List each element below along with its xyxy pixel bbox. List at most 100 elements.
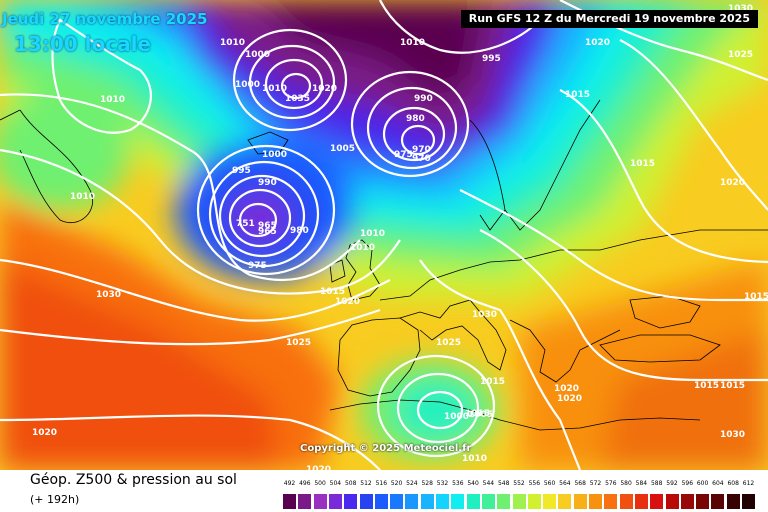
legend-swatch [527,494,541,509]
legend-tick-label: 556 [528,480,541,487]
run-info-banner: Run GFS 12 Z du Mercredi 19 novembre 202… [460,10,758,28]
isobar-pressure-label: 1025 [286,338,311,348]
legend-swatch [680,494,694,509]
weather-map: 1010 1000 1000 1010 1035 1020 1010 1010 1005 1000… [0,0,768,470]
legend-swatch [451,494,465,509]
legend-swatch [328,494,342,509]
forecast-step: (+ 192h) [30,493,80,506]
legend-tick-label: 504 [329,480,342,487]
coastlines [0,99,768,431]
isobar-pressure-label: 1010 [350,243,375,253]
legend-tick-label: 596 [681,480,694,487]
legend-swatch [313,494,327,509]
legend-tick-label: 492 [283,480,296,487]
legend-swatch [420,494,434,509]
legend-tick-label: 572 [589,480,602,487]
forecast-date: Jeudi 27 novembre 2025 [2,10,208,28]
legend-swatch [634,494,648,509]
legend-swatch [742,494,755,509]
legend-tick-label: 536 [452,480,464,487]
isobar-pressure-label: 965 [258,227,277,237]
isobar-pressure-label: 1020 [720,178,745,188]
legend-tick-label: 552 [513,480,525,487]
legend-tick-label: 612 [742,480,755,487]
legend-tick-label: 500 [314,480,326,487]
legend-tick-label: 564 [559,480,571,487]
isobar-pressure-label: 1020 [335,297,360,307]
forecast-time: 13:00 locale [14,32,151,56]
legend-swatch [665,494,679,509]
legend-tick-label: 544 [482,480,495,487]
isobar-pressure-label: 1010 [70,192,95,202]
legend-swatch [650,494,664,509]
legend-swatch [604,494,618,509]
isobar-pressure-label: 1015 [565,90,590,100]
legend-tick-label: 604 [712,480,724,487]
isobar-pressure-label: 1015 [744,292,768,302]
isobar-pressure-label: 1005 [468,410,493,420]
isobar-pressure-label: 1000 [262,150,287,160]
legend-swatch [283,494,296,509]
low-center-label: 751 [236,219,255,229]
legend-tick-label: 516 [375,480,388,487]
isobar-pressure-label: 1000 [444,412,469,422]
legend-tick-label: 540 [467,480,479,487]
isobar-pressure-label: 1000 [245,50,270,60]
legend-swatch [359,494,373,509]
legend-tick-label: 508 [344,480,357,487]
isobar-pressure-label: 1025 [728,50,753,60]
isobar-pressure-label: 1020 [554,384,579,394]
legend-swatch [405,494,419,509]
legend-tick-label: 560 [543,480,556,487]
isobar-pressure-label: 1015 [630,159,655,169]
legend-tick-label: 600 [696,480,709,487]
legend-swatch [726,494,740,509]
isobar-pressure-label: 1010 [100,95,125,105]
isobar-pressure-label: 1015 [694,381,719,391]
isobar-pressure-label: 990 [414,94,433,104]
isobar-pressure-label: 1030 [472,310,497,320]
legend-tick-label: 520 [390,480,403,487]
isobar-pressure-label: 1005 [330,144,355,154]
isobar-pressure-label: 995 [232,166,251,176]
isobar-pressure-label: 1035 [285,94,310,104]
isobar-pressure-label: 995 [482,54,501,64]
legend-swatch [512,494,526,509]
isobar-pressure-label: 1010 [400,38,425,48]
legend-swatch [390,494,404,509]
isobar-pressure-label: 975 [394,150,413,160]
legend-tick-label: 512 [360,480,372,487]
legend-swatch [619,494,633,509]
legend-swatch [558,494,572,509]
legend-tick-label: 528 [421,480,433,487]
legend-swatch [711,494,725,509]
footer-bar: Géop. Z500 & pression au sol (+ 192h) 49… [0,470,768,512]
legend-tick-label: 496 [299,480,311,487]
isobar-pressure-label: 975 [248,261,267,271]
isobar-pressure-label: 970 [412,154,431,164]
low-center-label: 965 [258,221,277,231]
isobar-pressure-label: 1020 [585,38,610,48]
isobars [0,0,768,470]
legend-tick-label: 588 [650,480,663,487]
legend-tick-label: 524 [406,480,418,487]
isobar-pressure-label: 1030 [728,4,753,14]
legend-tick-label: 548 [497,480,510,487]
isobar-pressure-label: 980 [290,226,309,236]
legend-tick-label: 576 [605,480,617,487]
legend-swatch [436,494,449,509]
isobar-pressure-label: 1025 [436,338,461,348]
legend-swatch [696,494,710,509]
isobar-pressure-label: 1020 [306,465,331,470]
legend-swatch [497,494,511,509]
legend-swatch [374,494,388,509]
legend-swatch [589,494,602,509]
isobar-pressure-label: 1010 [360,229,385,239]
isobar-pressure-label: 990 [258,178,277,188]
legend-swatch [344,494,358,509]
legend-swatch [543,494,557,509]
legend-swatch [298,494,312,509]
isobar-pressure-label: 1015 [480,377,505,387]
